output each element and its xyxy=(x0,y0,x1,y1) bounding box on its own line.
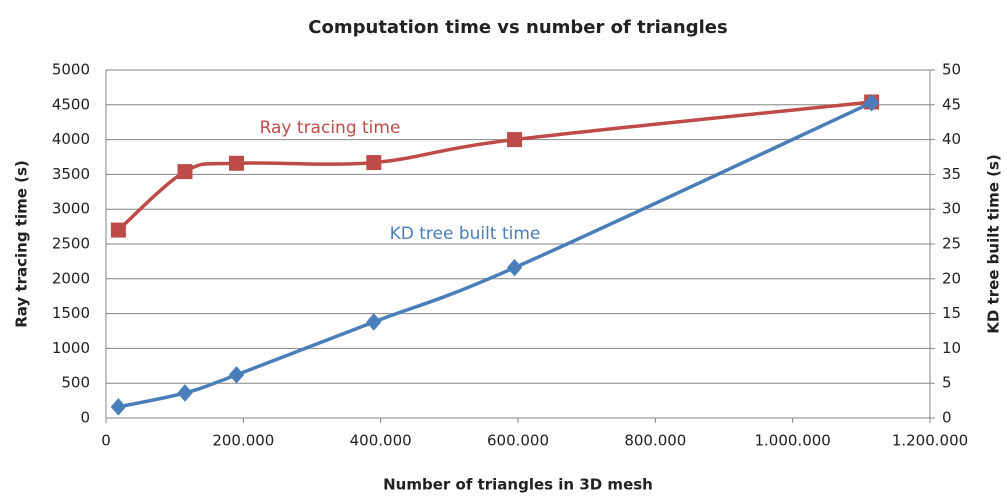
x-tick-label: 400.000 xyxy=(350,432,412,450)
marker xyxy=(366,155,382,171)
y-tick-label: 1500 xyxy=(52,304,90,322)
series-label: Ray tracing time xyxy=(260,118,401,138)
y2-tick-label: 30 xyxy=(942,200,961,218)
series-line xyxy=(118,101,873,409)
x-tick-label: 800.000 xyxy=(624,432,686,450)
x-tick-label: 1.000.000 xyxy=(754,432,830,450)
y2-axis-title: KD tree built time (s) xyxy=(985,154,1003,334)
y-tick-label: 4000 xyxy=(52,130,90,148)
marker xyxy=(366,313,382,331)
x-tick-label: 600.000 xyxy=(487,432,549,450)
y-tick-label: 3500 xyxy=(52,165,90,183)
y-axis-title: Ray tracing time (s) xyxy=(13,160,31,328)
marker xyxy=(863,93,880,112)
y-tick-label: 2500 xyxy=(52,235,90,253)
y-tick-label: 5000 xyxy=(52,61,90,79)
y-tick-label: 500 xyxy=(61,374,90,392)
marker xyxy=(507,132,523,148)
series-label: KD tree built time xyxy=(390,224,541,244)
y2-tick-label: 0 xyxy=(942,409,952,427)
x-tick-label: 1.200.000 xyxy=(892,432,968,450)
y-tick-label: 4500 xyxy=(52,95,90,113)
y-tick-label: 2000 xyxy=(52,269,90,287)
y2-tick-label: 45 xyxy=(942,95,961,113)
y2-tick-label: 35 xyxy=(942,165,961,183)
y2-tick-label: 40 xyxy=(942,130,961,148)
chart-title: Computation time vs number of triangles xyxy=(308,17,727,38)
y-tick-label: 0 xyxy=(80,409,90,427)
marker xyxy=(228,366,245,384)
y2-tick-label: 5 xyxy=(942,374,952,392)
marker xyxy=(177,384,193,402)
y2-tick-label: 25 xyxy=(942,235,961,253)
y2-tick-label: 10 xyxy=(942,339,961,357)
marker xyxy=(110,222,126,238)
y2-tick-label: 15 xyxy=(942,304,961,322)
x-axis-title: Number of triangles in 3D mesh xyxy=(383,476,653,494)
y2-tick-label: 20 xyxy=(942,269,961,287)
marker xyxy=(110,398,127,416)
x-tick-label: 200.000 xyxy=(212,432,274,450)
y2-tick-label: 50 xyxy=(942,61,961,79)
y-tick-label: 3000 xyxy=(52,200,90,218)
marker xyxy=(228,155,244,171)
y-tick-label: 1000 xyxy=(52,339,90,357)
marker xyxy=(177,164,193,180)
x-tick-label: 0 xyxy=(101,432,111,450)
marker xyxy=(506,258,523,277)
